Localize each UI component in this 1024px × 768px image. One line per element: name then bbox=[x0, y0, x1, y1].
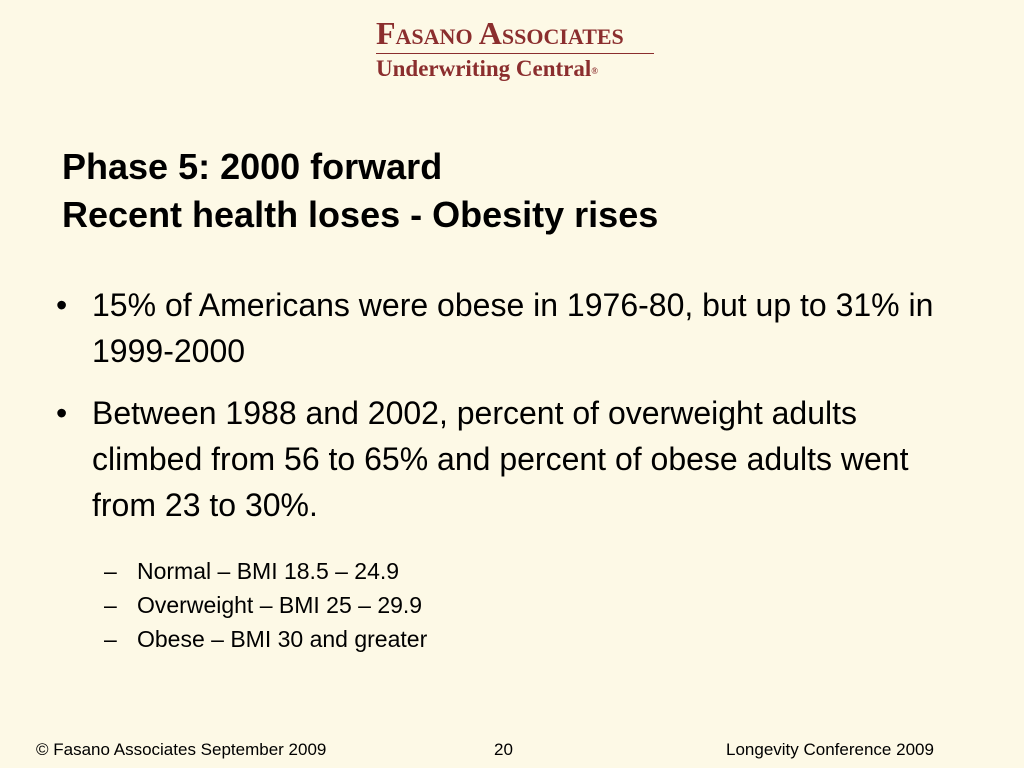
sub-bullet-item: – Obese – BMI 30 and greater bbox=[104, 622, 427, 656]
registered-mark: ® bbox=[591, 66, 599, 76]
bullet-text: Between 1988 and 2002, percent of overwe… bbox=[92, 395, 909, 523]
logo-divider bbox=[376, 53, 654, 54]
bullet-list: • 15% of Americans were obese in 1976-80… bbox=[56, 282, 956, 544]
sub-bullet-marker: – bbox=[104, 626, 117, 652]
slide-title-line-2: Recent health loses - Obesity rises bbox=[62, 194, 659, 235]
slide-title: Phase 5: 2000 forward Recent health lose… bbox=[62, 143, 658, 239]
sub-bullet-text: Obese – BMI 30 and greater bbox=[137, 626, 428, 652]
bullet-text: 15% of Americans were obese in 1976-80, … bbox=[92, 287, 934, 369]
footer-page-number: 20 bbox=[494, 740, 513, 759]
slide-title-line-1: Phase 5: 2000 forward bbox=[62, 146, 443, 187]
sub-bullet-marker: – bbox=[104, 558, 117, 584]
logo-tagline-text: Underwriting Central bbox=[376, 56, 592, 81]
logo-tagline: Underwriting Central® bbox=[376, 56, 658, 82]
company-logo: Fasano Associates Underwriting Central® bbox=[376, 14, 658, 82]
sub-bullet-text: Normal – BMI 18.5 – 24.9 bbox=[137, 558, 400, 584]
sub-bullet-text: Overweight – BMI 25 – 29.9 bbox=[137, 592, 423, 618]
bullet-item: • 15% of Americans were obese in 1976-80… bbox=[56, 282, 956, 374]
sub-bullet-item: – Overweight – BMI 25 – 29.9 bbox=[104, 588, 427, 622]
sub-bullet-marker: – bbox=[104, 592, 117, 618]
sub-bullet-item: – Normal – BMI 18.5 – 24.9 bbox=[104, 554, 427, 588]
footer-event-name: Longevity Conference 2009 bbox=[726, 740, 934, 759]
footer-copyright: © Fasano Associates September 2009 bbox=[36, 740, 327, 759]
bullet-marker: • bbox=[56, 395, 68, 431]
bmi-category-list: – Normal – BMI 18.5 – 24.9 – Overweight … bbox=[104, 554, 427, 656]
logo-company-name: Fasano Associates bbox=[376, 15, 624, 51]
bullet-item: • Between 1988 and 2002, percent of over… bbox=[56, 390, 956, 528]
bullet-marker: • bbox=[56, 287, 68, 323]
